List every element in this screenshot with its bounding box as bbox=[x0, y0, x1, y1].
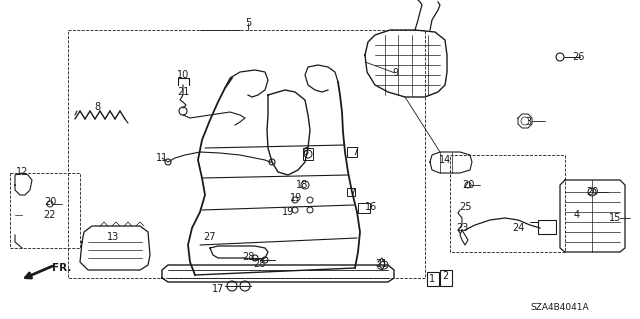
Text: FR.: FR. bbox=[52, 263, 72, 273]
Bar bbox=[68, 30, 425, 278]
Text: 16: 16 bbox=[365, 202, 377, 212]
Text: 12: 12 bbox=[16, 167, 28, 177]
Text: 20: 20 bbox=[44, 197, 56, 207]
Text: 23: 23 bbox=[456, 223, 468, 233]
Text: 17: 17 bbox=[212, 284, 224, 294]
Bar bbox=[538, 220, 556, 234]
Text: 24: 24 bbox=[512, 223, 524, 233]
Text: 6: 6 bbox=[302, 147, 308, 157]
Bar bbox=[347, 188, 355, 196]
Text: 25: 25 bbox=[459, 202, 471, 212]
Text: 3: 3 bbox=[525, 117, 531, 127]
Text: 20: 20 bbox=[462, 180, 474, 190]
Text: 20: 20 bbox=[586, 187, 598, 197]
Text: 2: 2 bbox=[442, 271, 448, 281]
Bar bbox=[347, 147, 357, 157]
Text: 19: 19 bbox=[290, 193, 302, 203]
Bar bbox=[450, 155, 565, 252]
Text: 10: 10 bbox=[177, 70, 189, 80]
Text: 8: 8 bbox=[94, 102, 100, 112]
Bar bbox=[358, 203, 370, 213]
Text: 21: 21 bbox=[177, 87, 189, 97]
Text: 7: 7 bbox=[352, 147, 358, 157]
Text: 1: 1 bbox=[429, 274, 435, 284]
Text: SZA4B4041A: SZA4B4041A bbox=[531, 303, 589, 313]
Text: 4: 4 bbox=[574, 210, 580, 220]
Text: 19: 19 bbox=[282, 207, 294, 217]
Text: 11: 11 bbox=[156, 153, 168, 163]
Text: 13: 13 bbox=[107, 232, 119, 242]
Text: 28: 28 bbox=[242, 252, 254, 262]
Text: 14: 14 bbox=[439, 155, 451, 165]
Text: 9: 9 bbox=[392, 68, 398, 78]
Bar bbox=[440, 270, 452, 286]
Text: 18: 18 bbox=[296, 180, 308, 190]
Bar bbox=[427, 272, 439, 286]
Text: 22: 22 bbox=[44, 210, 56, 220]
Text: 7: 7 bbox=[349, 188, 355, 198]
Bar bbox=[10, 173, 80, 248]
Text: 28: 28 bbox=[253, 259, 265, 269]
Text: 21: 21 bbox=[375, 259, 387, 269]
Text: 5: 5 bbox=[245, 18, 251, 28]
Text: 26: 26 bbox=[572, 52, 584, 62]
Text: 15: 15 bbox=[609, 213, 621, 223]
Bar bbox=[303, 148, 313, 160]
Text: 27: 27 bbox=[204, 232, 216, 242]
